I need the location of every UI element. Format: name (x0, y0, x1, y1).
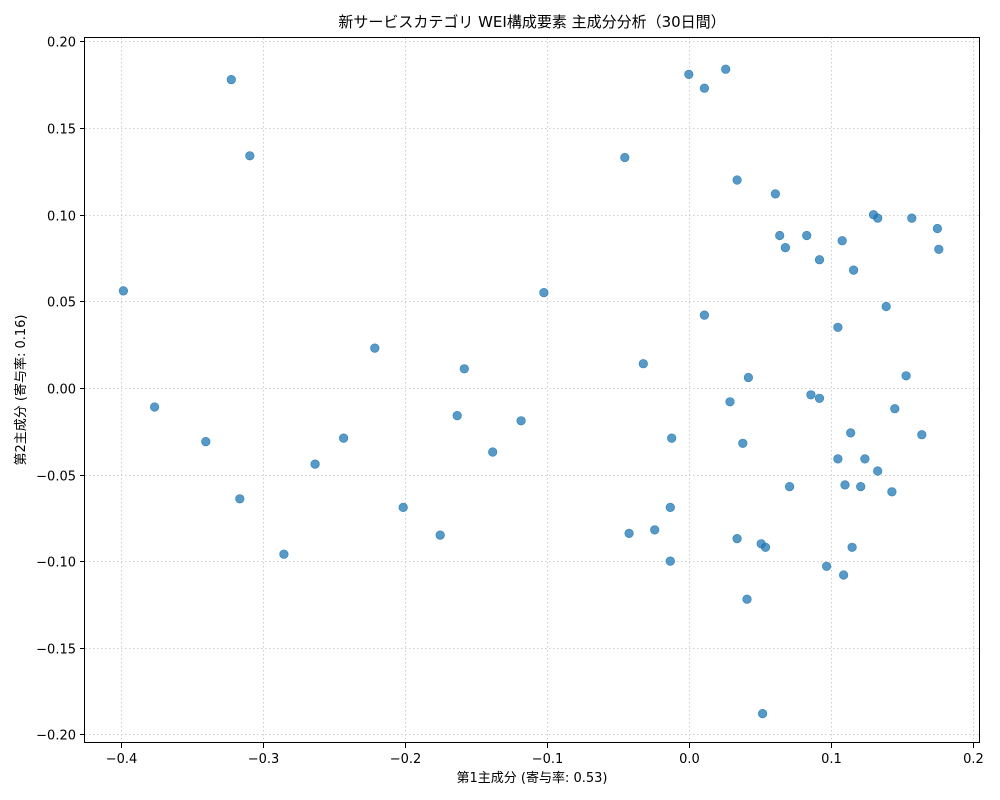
scatter-point (837, 236, 847, 246)
y-tick-label: −0.20 (36, 729, 76, 744)
scatter-point (770, 189, 781, 199)
scatter-point (370, 343, 380, 353)
scatter-point (873, 213, 883, 223)
scatter-point (150, 402, 160, 412)
y-tick-label: 0.05 (47, 296, 76, 311)
scatter-point (907, 213, 917, 223)
scatter-point (452, 411, 462, 421)
x-tick-label: 0.2 (963, 752, 984, 767)
scatter-point (459, 364, 469, 374)
scatter-point (833, 322, 843, 332)
scatter-point (814, 255, 825, 265)
y-tick-label: −0.05 (36, 470, 76, 485)
x-tick-label: 0.1 (821, 752, 842, 767)
x-tick-label: −0.4 (106, 752, 138, 767)
x-tick-label: −0.1 (532, 752, 564, 767)
scatter-point (802, 230, 812, 241)
scatter-point (742, 594, 752, 604)
scatter-point (760, 542, 771, 552)
scatter-point (780, 243, 791, 253)
x-tick-label: −0.2 (390, 752, 422, 767)
scatter-point (624, 528, 634, 539)
scatter-point (881, 301, 891, 312)
scatter-point (743, 372, 754, 383)
y-tick-label: −0.10 (36, 556, 76, 571)
scatter-point (699, 83, 710, 93)
scatter-point (684, 69, 694, 79)
scatter-point (721, 64, 731, 74)
plot-area-frame (84, 37, 980, 743)
scatter-point (665, 556, 675, 566)
scatter-point (539, 288, 549, 298)
scatter-point (932, 223, 943, 234)
y-tick-label: 0.20 (47, 36, 76, 51)
scatter-point (917, 430, 927, 440)
scatter-point (856, 482, 866, 492)
scatter-point (757, 708, 768, 719)
scatter-point (784, 482, 795, 492)
scatter-point (775, 230, 785, 241)
y-tick-label: 0.00 (47, 383, 76, 398)
scatter-point (665, 502, 675, 513)
scatter-point (833, 454, 843, 464)
scatter-point (806, 390, 816, 400)
scatter-point (279, 549, 289, 559)
x-tick-label: −0.3 (248, 752, 280, 767)
scatter-point (667, 433, 677, 443)
scatter-point (435, 530, 445, 540)
scatter-point (732, 533, 742, 544)
x-axis-label: 第1主成分 (寄与率: 0.53) (456, 770, 607, 786)
scatter-point (901, 371, 911, 381)
scatter-point (846, 428, 856, 438)
chart-title: 新サービスカテゴリ WEI構成要素 主成分分析（30日間） (338, 13, 725, 31)
scatter-point (873, 466, 883, 476)
scatter-point (310, 459, 320, 469)
scatter-point (860, 454, 870, 464)
grid-lines (85, 38, 980, 743)
scatter-point (339, 433, 349, 443)
scatter-point (814, 393, 825, 403)
scatter-point (620, 152, 630, 163)
scatter-point (887, 487, 897, 497)
scatter-point (235, 494, 245, 504)
y-axis-label: 第2主成分 (寄与率: 0.16) (13, 314, 29, 465)
scatter-point (650, 525, 660, 535)
scatter-point (398, 502, 408, 513)
data-points (118, 64, 944, 719)
x-tick-label: 0.0 (679, 752, 700, 767)
scatter-point (516, 416, 526, 426)
scatter-point (890, 404, 900, 414)
scatter-point (847, 542, 857, 552)
scatter-point (245, 151, 255, 161)
scatter-point (934, 244, 944, 254)
scatter-point (848, 265, 859, 275)
scatter-point (840, 480, 850, 490)
scatter-point (699, 310, 710, 320)
y-tick-label: 0.10 (47, 210, 76, 225)
scatter-point (821, 561, 832, 571)
scatter-point (638, 359, 648, 369)
scatter-point (118, 286, 128, 296)
scatter-point (732, 175, 742, 185)
scatter-point (488, 447, 498, 457)
scatter-point (725, 397, 735, 407)
scatter-point (226, 74, 236, 85)
scatter-point (838, 570, 849, 580)
y-tick-label: −0.15 (36, 643, 76, 658)
scatter-point (738, 438, 748, 448)
scatter-point (201, 437, 211, 447)
axis-ticks: −0.4 −0.3 −0.2 −0.1 0.0 0.1 0.2 0.20 0.15 0.10 0.0… (36, 36, 984, 768)
y-tick-label: 0.15 (47, 123, 76, 138)
